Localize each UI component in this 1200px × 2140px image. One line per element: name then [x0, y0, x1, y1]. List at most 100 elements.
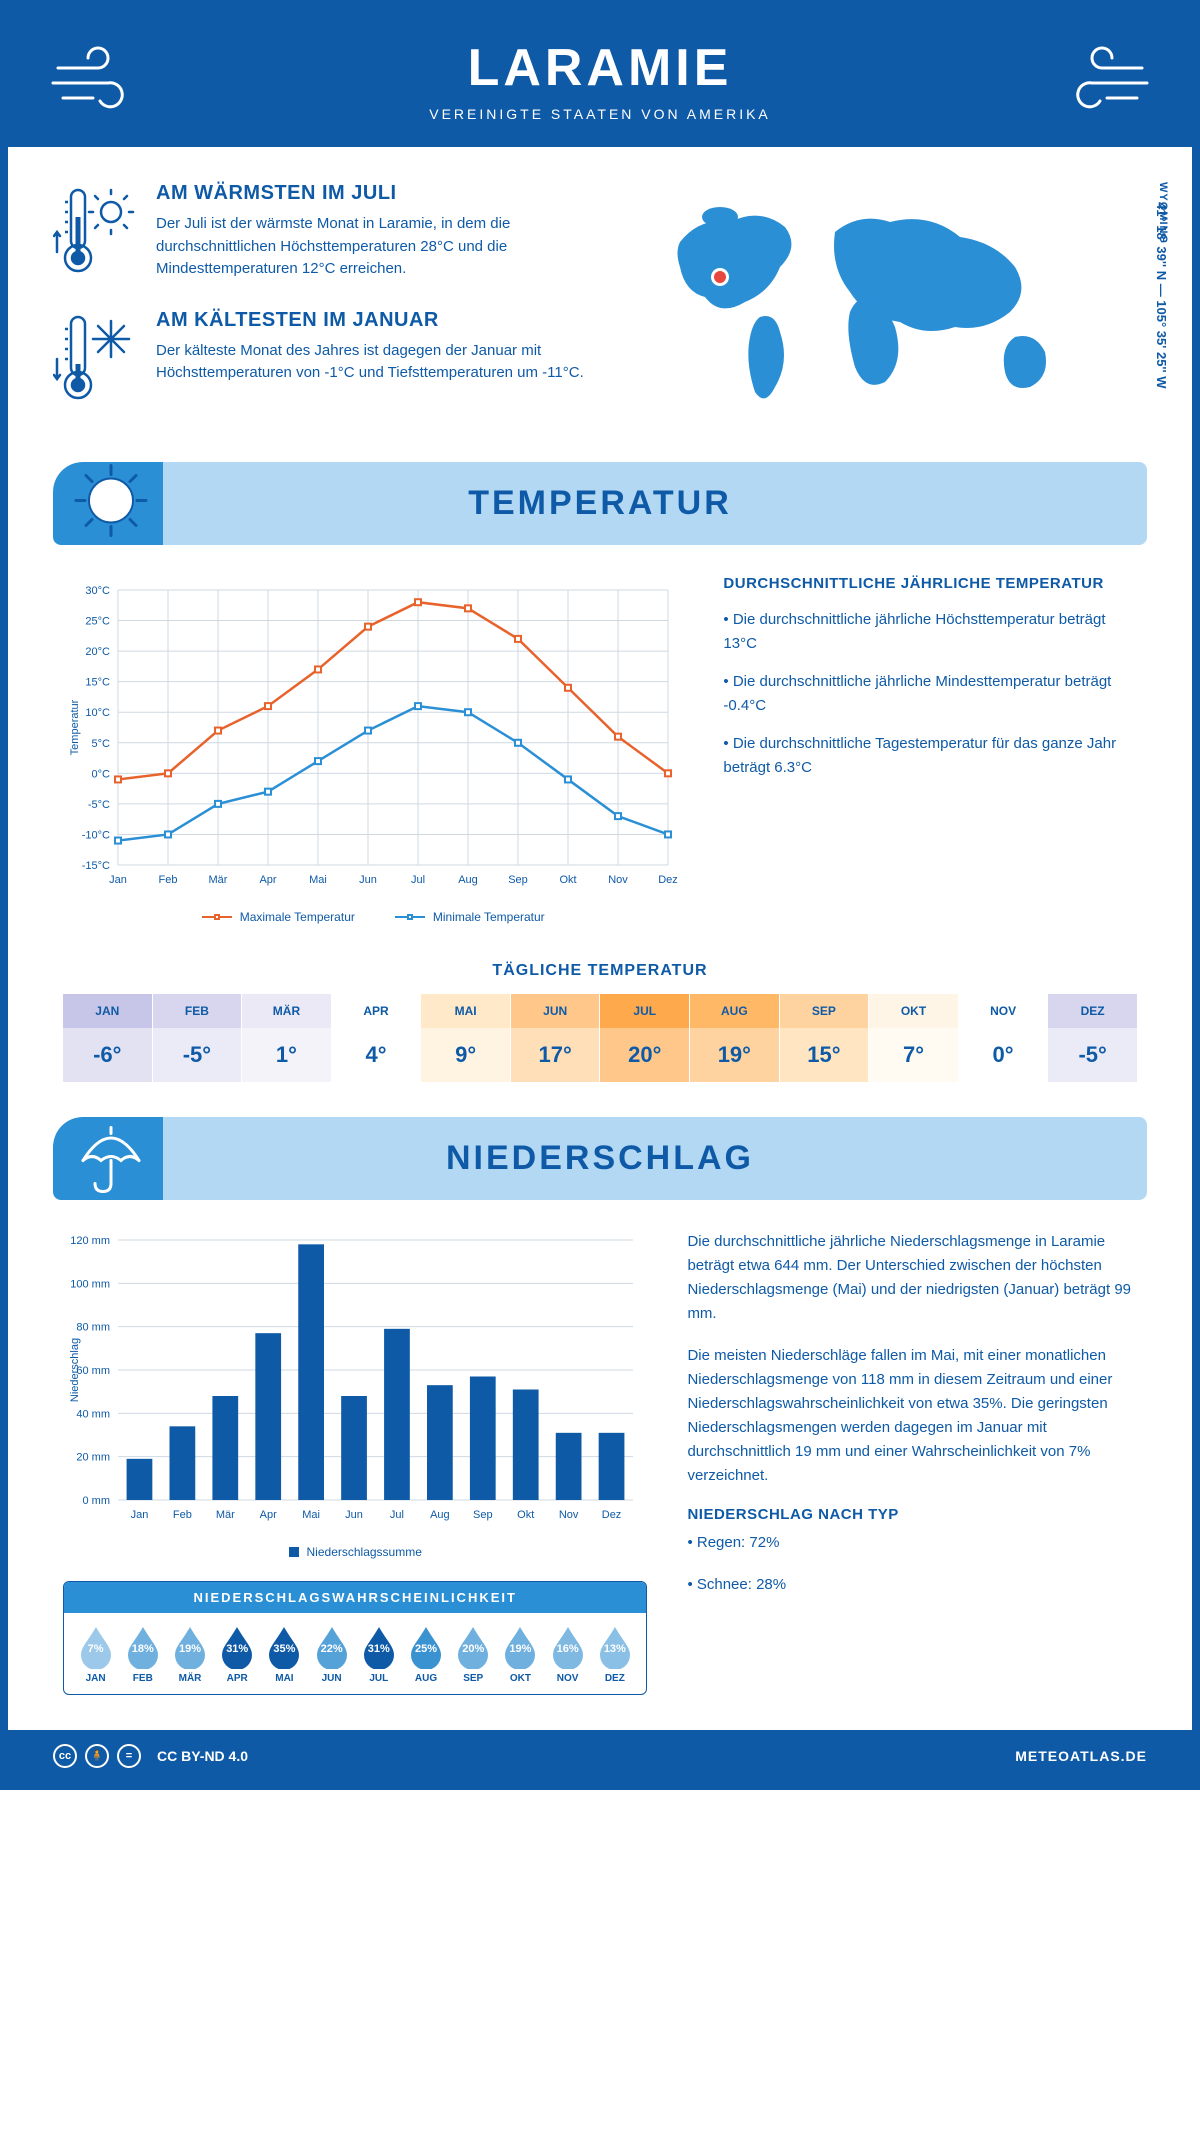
daily-temp-title: TÄGLICHE TEMPERATUR — [8, 962, 1192, 980]
svg-text:Okt: Okt — [559, 874, 576, 886]
svg-text:Jul: Jul — [411, 874, 425, 886]
svg-text:0°C: 0°C — [92, 768, 111, 780]
svg-text:30°C: 30°C — [85, 585, 110, 597]
svg-text:60 mm: 60 mm — [76, 1365, 110, 1377]
svg-text:Dez: Dez — [658, 874, 678, 886]
precip-type-bullet: • Regen: 72% — [687, 1531, 1137, 1555]
svg-text:Apr: Apr — [259, 874, 276, 886]
precip-type-heading: NIEDERSCHLAG NACH TYP — [687, 1506, 1137, 1523]
svg-text:-10°C: -10°C — [82, 829, 110, 841]
prob-cell: 19% OKT — [497, 1625, 544, 1684]
month-cell: SEP 15° — [780, 994, 870, 1082]
month-cell: DEZ -5° — [1048, 994, 1137, 1082]
precip-banner: NIEDERSCHLAG — [53, 1117, 1147, 1200]
wind-icon — [1042, 43, 1152, 113]
world-map: WYOMING 41° 18' 39'' N — 105° 35' 25'' W — [645, 182, 1147, 432]
svg-text:Temperatur: Temperatur — [69, 699, 81, 755]
warm-fact: AM WÄRMSTEN IM JULI Der Juli ist der wär… — [53, 182, 605, 281]
temp-text-heading: DURCHSCHNITTLICHE JÄHRLICHE TEMPERATUR — [723, 575, 1137, 592]
cold-fact: AM KÄLTESTEN IM JANUAR Der kälteste Mona… — [53, 309, 605, 404]
svg-text:-5°C: -5°C — [88, 798, 110, 810]
prob-cell: 16% NOV — [544, 1625, 591, 1684]
month-cell: MÄR 1° — [242, 994, 332, 1082]
temp-bullet: • Die durchschnittliche jährliche Mindes… — [723, 670, 1137, 718]
svg-text:-15°C: -15°C — [82, 860, 110, 872]
svg-text:5°C: 5°C — [92, 737, 111, 749]
prob-cell: 31% JUL — [355, 1625, 402, 1684]
wind-icon — [48, 43, 158, 113]
temp-bullet: • Die durchschnittliche jährliche Höchst… — [723, 608, 1137, 656]
svg-text:Dez: Dez — [602, 1509, 622, 1521]
svg-text:15°C: 15°C — [85, 676, 110, 688]
month-cell: JUL 20° — [600, 994, 690, 1082]
svg-text:0 mm: 0 mm — [83, 1495, 111, 1507]
svg-text:Mai: Mai — [302, 1509, 320, 1521]
month-cell: MAI 9° — [421, 994, 511, 1082]
svg-text:Feb: Feb — [173, 1509, 192, 1521]
svg-text:Jan: Jan — [109, 874, 127, 886]
nd-icon: = — [117, 1744, 141, 1768]
svg-text:Mai: Mai — [309, 874, 327, 886]
svg-text:Aug: Aug — [458, 874, 478, 886]
svg-text:Nov: Nov — [559, 1509, 579, 1521]
cc-icon: cc — [53, 1744, 77, 1768]
svg-text:Niederschlag: Niederschlag — [69, 1337, 81, 1401]
month-cell: AUG 19° — [690, 994, 780, 1082]
prob-cell: 7% JAN — [72, 1625, 119, 1684]
cold-title: AM KÄLTESTEN IM JANUAR — [156, 309, 605, 332]
svg-text:80 mm: 80 mm — [76, 1321, 110, 1333]
month-cell: NOV 0° — [959, 994, 1049, 1082]
by-icon: 🧍 — [85, 1744, 109, 1768]
precip-text: Die durchschnittliche jährliche Niedersc… — [687, 1230, 1137, 1326]
prob-cell: 22% JUN — [308, 1625, 355, 1684]
svg-text:25°C: 25°C — [85, 615, 110, 627]
month-cell: JAN -6° — [63, 994, 153, 1082]
prob-cell: 18% FEB — [119, 1625, 166, 1684]
svg-text:Jun: Jun — [345, 1509, 363, 1521]
month-cell: OKT 7° — [869, 994, 959, 1082]
month-cell: APR 4° — [332, 994, 422, 1082]
temp-section: -15°C-10°C-5°C0°C5°C10°C15°C20°C25°C30°C… — [8, 545, 1192, 944]
svg-text:Aug: Aug — [430, 1509, 450, 1521]
umbrella-icon — [71, 1117, 151, 1200]
coords-label: 41° 18' 39'' N — 105° 35' 25'' W — [1154, 202, 1169, 389]
precip-prob-box: NIEDERSCHLAGSWAHRSCHEINLICHKEIT 7% JAN 1… — [63, 1581, 647, 1695]
prob-cell: 20% SEP — [450, 1625, 497, 1684]
svg-text:Jun: Jun — [359, 874, 377, 886]
svg-text:120 mm: 120 mm — [70, 1235, 110, 1247]
thermometer-sun-icon — [53, 182, 138, 277]
svg-text:Jul: Jul — [390, 1509, 404, 1521]
svg-text:20 mm: 20 mm — [76, 1451, 110, 1463]
svg-text:Feb: Feb — [159, 874, 178, 886]
sun-icon — [71, 462, 151, 545]
svg-text:10°C: 10°C — [85, 707, 110, 719]
temp-line-chart: -15°C-10°C-5°C0°C5°C10°C15°C20°C25°C30°C… — [63, 575, 683, 895]
svg-text:100 mm: 100 mm — [70, 1278, 110, 1290]
prob-cell: 25% AUG — [402, 1625, 449, 1684]
prob-cell: 31% APR — [214, 1625, 261, 1684]
temp-banner-title: TEMPERATUR — [53, 484, 1147, 523]
thermometer-snow-icon — [53, 309, 138, 404]
precip-type-bullet: • Schnee: 28% — [687, 1573, 1137, 1597]
precip-banner-title: NIEDERSCHLAG — [53, 1139, 1147, 1178]
warm-title: AM WÄRMSTEN IM JULI — [156, 182, 605, 205]
country-subtitle: VEREINIGTE STAATEN VON AMERIKA — [28, 106, 1172, 122]
svg-text:Apr: Apr — [260, 1509, 277, 1521]
svg-text:Jan: Jan — [131, 1509, 149, 1521]
temp-legend: Maximale Temperatur Minimale Temperatur — [63, 910, 683, 924]
prob-title: NIEDERSCHLAGSWAHRSCHEINLICHKEIT — [64, 1582, 646, 1613]
prob-cell: 13% DEZ — [591, 1625, 638, 1684]
infographic-page: LARAMIE VEREINIGTE STAATEN VON AMERIKA A… — [0, 0, 1200, 1790]
footer: cc 🧍 = CC BY-ND 4.0 METEOATLAS.DE — [8, 1730, 1192, 1782]
month-cell: FEB -5° — [153, 994, 243, 1082]
svg-text:Sep: Sep — [508, 874, 528, 886]
site-name: METEOATLAS.DE — [1015, 1748, 1147, 1764]
month-cell: JUN 17° — [511, 994, 601, 1082]
cold-text: Der kälteste Monat des Jahres ist dagege… — [156, 340, 605, 385]
temp-banner: TEMPERATUR — [53, 462, 1147, 545]
license-text: CC BY-ND 4.0 — [157, 1748, 248, 1764]
prob-cell: 19% MÄR — [166, 1625, 213, 1684]
precip-legend: Niederschlagssumme — [63, 1545, 647, 1559]
city-title: LARAMIE — [28, 38, 1172, 98]
svg-text:Mär: Mär — [216, 1509, 235, 1521]
